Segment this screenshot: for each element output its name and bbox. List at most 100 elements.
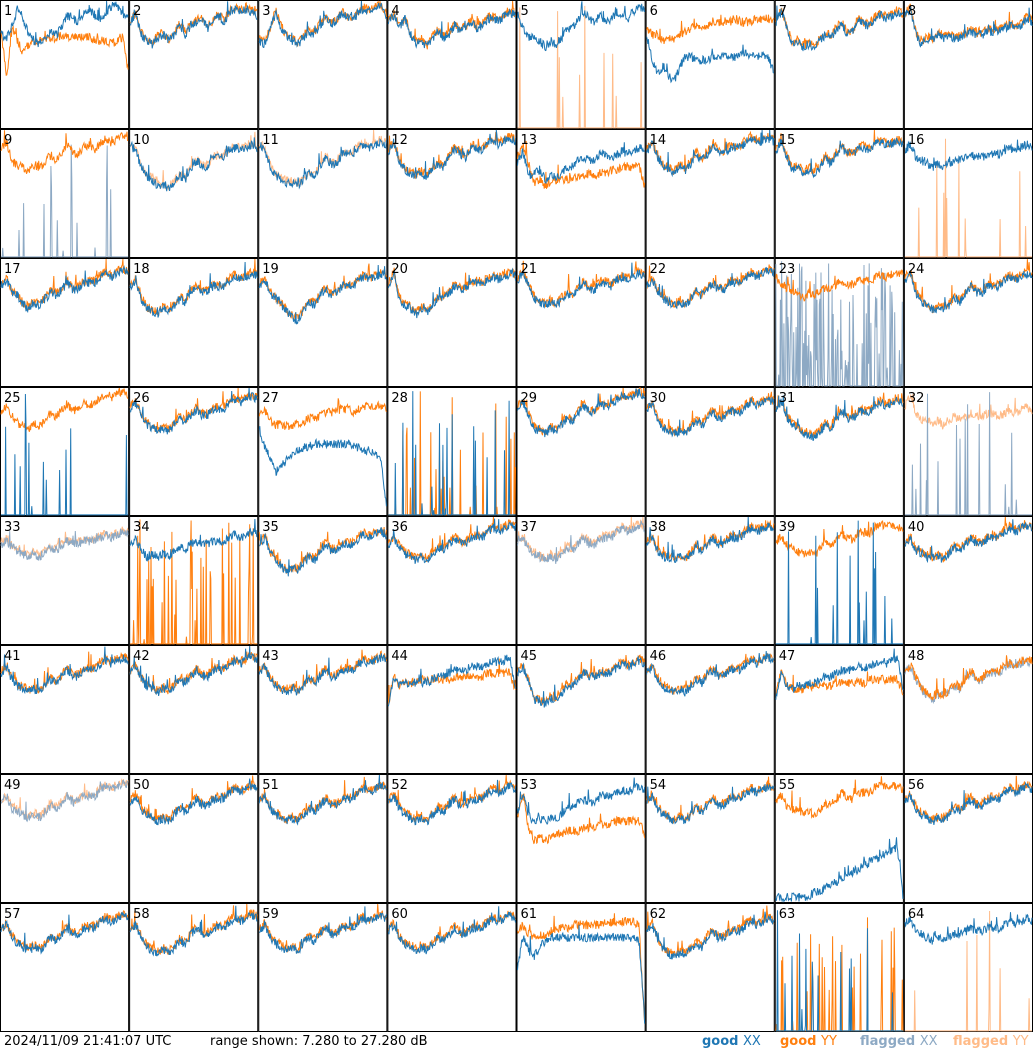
antenna-panel: 33 [0,516,130,645]
trace-xx [0,0,129,48]
trace-xx [1,393,129,516]
antenna-panel: 4 [387,0,517,129]
trace-xx [904,781,1033,825]
trace-xx [904,912,1033,945]
panel-label: 53 [521,778,538,793]
panel-label: 16 [908,133,925,148]
panel-label: 2 [133,4,141,19]
legend-flagged-xx: flagged XX [860,1034,938,1049]
legend-status: flagged [860,1034,916,1049]
antenna-panel: 53 [516,774,646,903]
trace-xx [258,653,387,696]
trace-xx [775,520,903,645]
trace-xx [646,911,775,960]
trace-xx [387,906,516,955]
panel-label: 30 [650,391,667,406]
trace-xx [129,645,258,696]
panel-frame [516,258,646,387]
panel-label: 60 [391,907,408,922]
trace-yy [517,654,646,706]
trace-xx [904,139,1033,171]
panel-label: 51 [262,778,279,793]
trace-xx [646,396,775,438]
panel-label: 47 [779,649,796,664]
trace-xx [517,520,646,564]
panel-label: 9 [4,133,12,148]
panel-label: 11 [262,133,279,148]
panel-label: 13 [521,133,538,148]
panel-frame [0,903,130,1032]
panel-frame [129,903,259,1032]
panel-label: 37 [521,520,538,535]
trace-xx [904,392,1032,516]
legend-good-xx: good XX [702,1034,761,1049]
antenna-panel: 2 [129,0,259,129]
panel-label: 55 [779,778,796,793]
antenna-panel: 47 [774,645,904,774]
trace-xx [517,1,646,52]
panel-label: 35 [262,520,279,535]
antenna-panel: 35 [258,516,388,645]
panel-label: 15 [779,133,796,148]
trace-xx [517,655,646,708]
antenna-panel: 60 [387,903,517,1032]
panel-label: 6 [650,4,658,19]
panel-frame [516,774,646,903]
antenna-panel: 34 [129,516,259,645]
legend-status: good [780,1034,817,1049]
panel-label: 43 [262,649,279,664]
panel-label: 1 [4,4,12,19]
trace-xx [0,646,129,695]
trace-xx [129,905,258,957]
trace-xx [517,777,646,825]
panel-label: 12 [391,133,408,148]
panel-label: 8 [908,4,916,19]
panel-label: 7 [779,4,787,19]
panel-label: 39 [779,520,796,535]
antenna-panel: 64 [903,903,1033,1032]
panel-label: 59 [262,907,279,922]
trace-yy [517,793,646,845]
panel-label: 32 [908,391,925,406]
panel-label: 52 [391,778,408,793]
panel-frame [387,645,517,774]
panel-label: 18 [133,262,150,277]
trace-xx [517,262,646,309]
trace-xx [1,144,129,258]
trace-xx [646,266,775,310]
trace-xx [129,1,258,49]
trace-xx [517,924,646,1024]
legend-flagged-yy: flagged YY [953,1034,1029,1049]
panel-label: 26 [133,391,150,406]
trace-xx [387,654,516,707]
antenna-panel: 50 [129,774,259,903]
trace-yy [775,520,904,559]
panel-frame [774,774,904,903]
trace-yy [904,910,1032,1032]
panel-label: 56 [908,778,925,793]
antenna-panel: 39 [774,516,904,645]
antenna-panel: 48 [903,645,1033,774]
trace-xx [259,906,387,954]
antenna-panel: 8 [903,0,1033,129]
trace-xx [0,911,129,955]
antenna-panel: 21 [516,258,646,387]
antenna-panel: 17 [0,258,130,387]
panel-label: 36 [391,520,408,535]
trace-xx [775,5,904,52]
antenna-panel: 59 [258,903,388,1032]
panel-label: 38 [650,520,667,535]
antenna-panel: 1 [0,0,130,129]
antenna-panel: 22 [645,258,775,387]
legend-pol: YY [821,1034,837,1049]
panel-frame [774,645,904,774]
panel-label: 31 [779,391,796,406]
panel-label: 61 [521,907,538,922]
antenna-panel: 57 [0,903,130,1032]
antenna-panel: 58 [129,903,259,1032]
panel-frame [0,645,130,774]
panel-frame [387,516,517,645]
panel-label: 24 [908,262,925,277]
antenna-panel: 55 [774,774,904,903]
panel-label: 21 [521,262,538,277]
